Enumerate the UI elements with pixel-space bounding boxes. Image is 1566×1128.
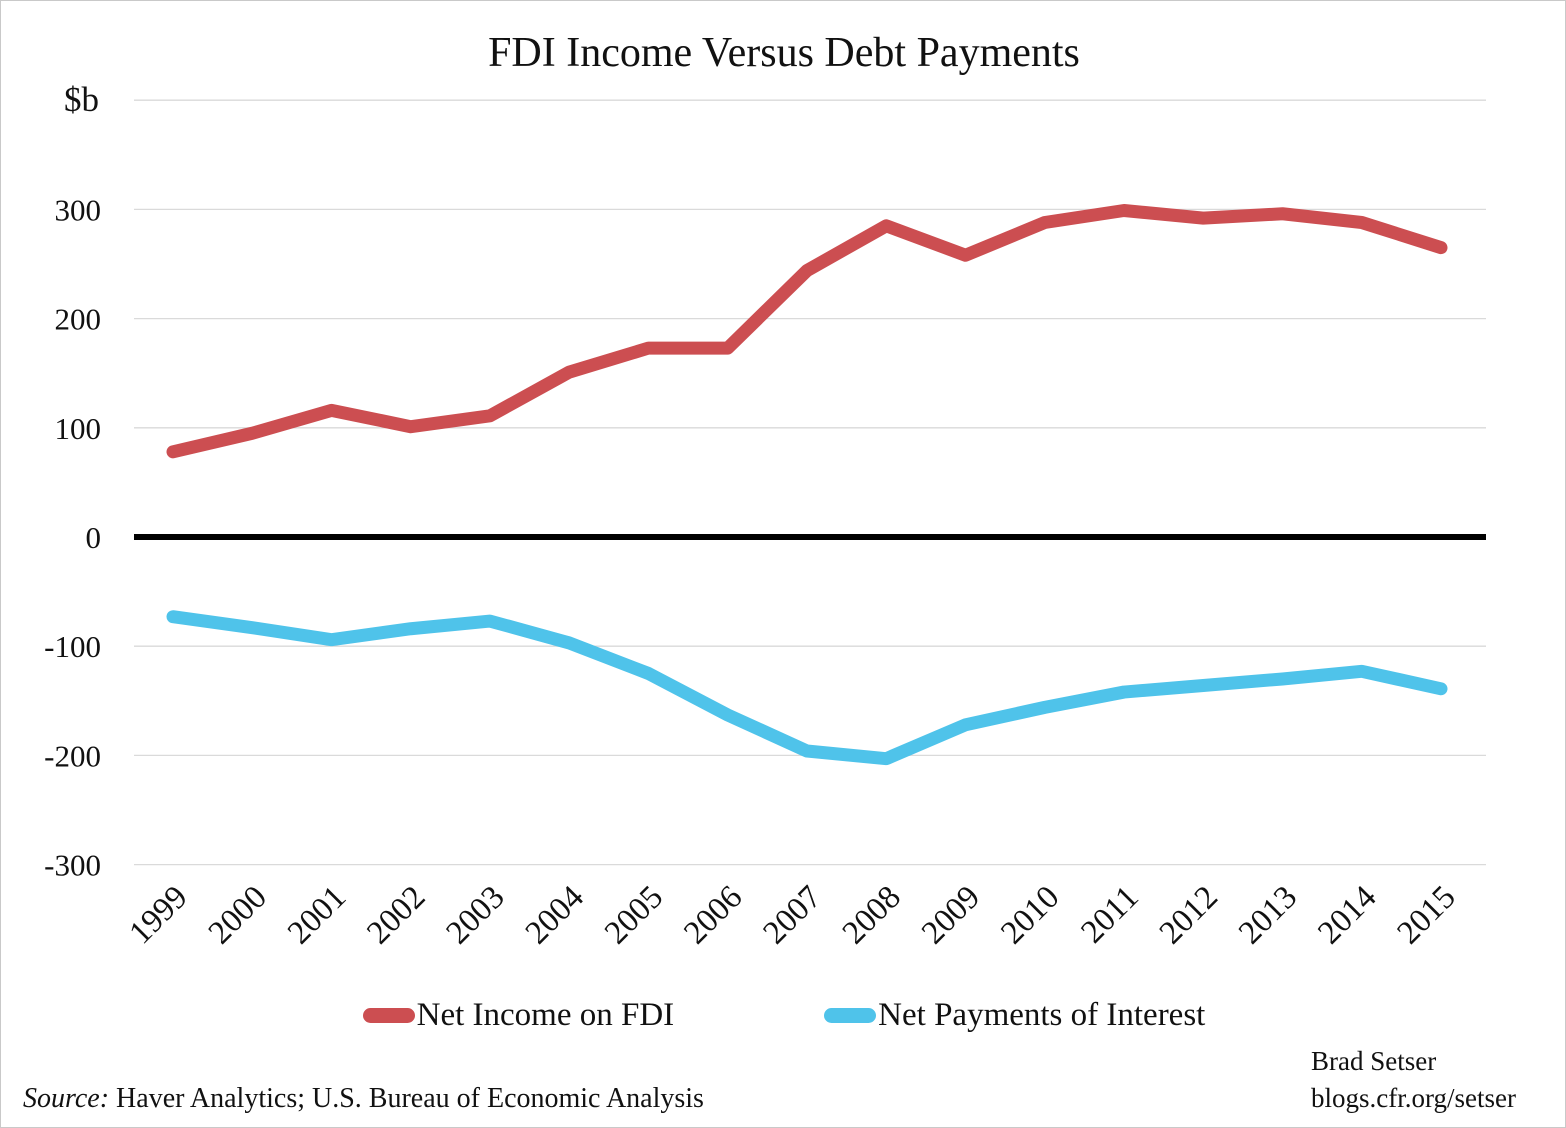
x-tick-label-2000: 2000: [202, 879, 274, 951]
source-prefix: Source:: [23, 1083, 110, 1114]
x-tick-label-2013: 2013: [1232, 879, 1304, 951]
legend-item-net-income-fdi: Net Income on FDI: [362, 997, 675, 1034]
x-tick-label-2015: 2015: [1391, 879, 1463, 951]
x-tick-label-2006: 2006: [677, 879, 749, 951]
legend-label-net-income-fdi: Net Income on FDI: [416, 997, 675, 1033]
y-axis-unit-label: $b: [64, 80, 99, 119]
legend-swatch-red-icon: [362, 1008, 415, 1023]
series-line-net-payments-of-interest: [166, 610, 1448, 766]
y-tick-label-100: 100: [55, 411, 102, 446]
y-tick-label--100: -100: [44, 629, 101, 664]
legend-label-net-payments-interest: Net Payments of Interest: [878, 997, 1206, 1033]
source-text: Haver Analytics; U.S. Bureau of Economic…: [109, 1083, 704, 1114]
x-tick-label-2012: 2012: [1153, 879, 1225, 951]
y-tick-label-300: 300: [55, 192, 102, 227]
legend-swatch-blue-icon: [824, 1008, 877, 1023]
y-tick-label-0: 0: [86, 520, 102, 555]
x-tick-label-2010: 2010: [994, 879, 1066, 951]
x-tick-label-2002: 2002: [360, 879, 432, 951]
x-tick-label-1999: 1999: [123, 879, 195, 951]
chart-title: FDI Income Versus Debt Payments: [488, 30, 1080, 76]
x-tick-label-2009: 2009: [915, 879, 987, 951]
legend-item-net-payments-interest: Net Payments of Interest: [824, 997, 1205, 1034]
x-tick-label-2008: 2008: [836, 879, 908, 951]
series-line-net-income-on-fdi: [166, 203, 1448, 459]
x-tick-label-2014: 2014: [1311, 879, 1383, 951]
attribution-author: Brad Setser: [1311, 1046, 1437, 1076]
x-tick-label-2001: 2001: [281, 879, 353, 951]
y-tick-label--300: -300: [44, 848, 101, 883]
x-tick-label-2007: 2007: [757, 879, 829, 951]
x-tick-label-2011: 2011: [1074, 879, 1145, 950]
x-tick-label-2003: 2003: [440, 879, 512, 951]
y-tick-label--200: -200: [44, 738, 101, 773]
source-note: Source: Haver Analytics; U.S. Bureau of …: [23, 1083, 704, 1115]
attribution-url: blogs.cfr.org/setser: [1311, 1083, 1516, 1113]
chart-legend: Net Income on FDI Net Payments of Intere…: [1, 997, 1565, 1034]
x-tick-label-2005: 2005: [598, 879, 670, 951]
attribution-block: Brad Setser blogs.cfr.org/setser: [1311, 1043, 1516, 1117]
y-tick-label-200: 200: [55, 302, 102, 337]
x-tick-label-2004: 2004: [519, 879, 591, 951]
